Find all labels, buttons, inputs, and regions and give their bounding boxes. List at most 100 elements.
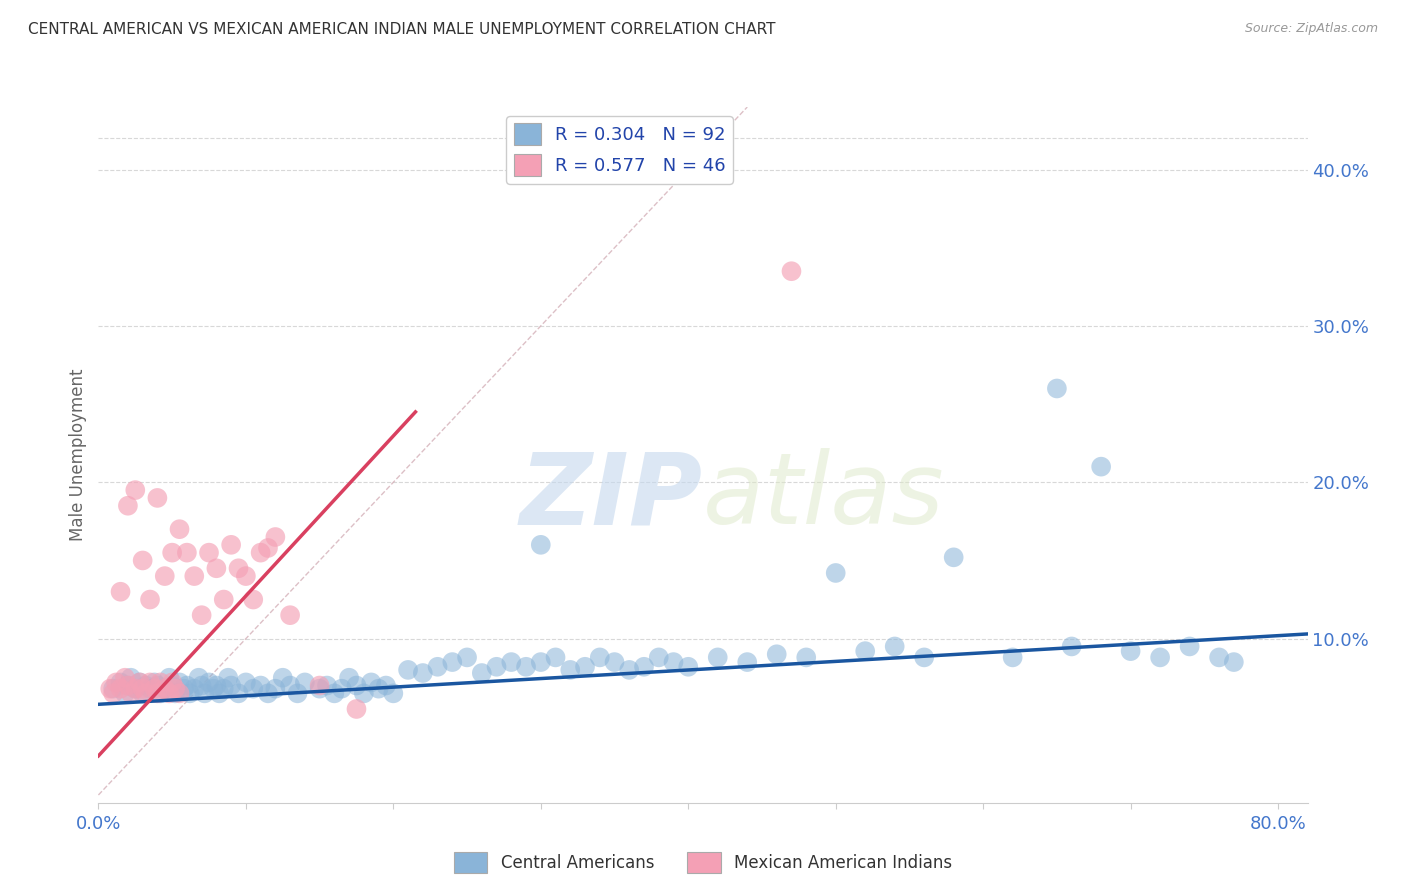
Point — [824, 566, 846, 580]
Point — [228, 686, 250, 700]
Point — [242, 681, 264, 696]
Point — [110, 681, 132, 696]
Point — [101, 686, 124, 700]
Y-axis label: Male Unemployment: Male Unemployment — [69, 368, 87, 541]
Point — [143, 681, 166, 696]
Point — [114, 686, 136, 700]
Point — [114, 671, 136, 685]
Point — [98, 681, 121, 696]
Point — [117, 679, 139, 693]
Point — [124, 681, 146, 696]
Point — [287, 686, 309, 700]
Point — [198, 546, 221, 560]
Point — [101, 681, 124, 696]
Point — [648, 650, 671, 665]
Point — [205, 679, 228, 693]
Point — [120, 671, 142, 685]
Point — [146, 679, 169, 693]
Point — [426, 660, 449, 674]
Point — [217, 671, 239, 685]
Text: ZIP: ZIP — [520, 448, 703, 545]
Point — [117, 499, 139, 513]
Point — [149, 675, 172, 690]
Point — [706, 650, 728, 665]
Point — [257, 686, 280, 700]
Point — [360, 675, 382, 690]
Point — [530, 655, 553, 669]
Point — [194, 686, 217, 700]
Point — [346, 679, 368, 693]
Point — [128, 675, 150, 690]
Point — [131, 553, 153, 567]
Text: Source: ZipAtlas.com: Source: ZipAtlas.com — [1244, 22, 1378, 36]
Point — [603, 655, 626, 669]
Point — [187, 671, 209, 685]
Point — [456, 650, 478, 665]
Text: atlas: atlas — [703, 448, 945, 545]
Point — [375, 679, 398, 693]
Point — [278, 679, 301, 693]
Point — [235, 569, 257, 583]
Point — [271, 671, 294, 685]
Legend: R = 0.304   N = 92, R = 0.577   N = 46: R = 0.304 N = 92, R = 0.577 N = 46 — [506, 116, 733, 184]
Point — [735, 655, 758, 669]
Point — [942, 550, 965, 565]
Point — [883, 640, 905, 654]
Point — [1208, 650, 1230, 665]
Point — [257, 541, 280, 555]
Point — [110, 584, 132, 599]
Point — [912, 650, 935, 665]
Point — [780, 264, 803, 278]
Point — [176, 546, 198, 560]
Point — [471, 666, 494, 681]
Point — [176, 679, 198, 693]
Point — [1090, 459, 1112, 474]
Point — [131, 686, 153, 700]
Point — [169, 686, 191, 700]
Point — [346, 702, 368, 716]
Point — [183, 569, 205, 583]
Point — [139, 681, 162, 696]
Point — [242, 592, 264, 607]
Point — [110, 675, 132, 690]
Point — [153, 681, 176, 696]
Point — [153, 569, 176, 583]
Point — [208, 686, 231, 700]
Point — [501, 655, 523, 669]
Point — [1046, 382, 1069, 396]
Point — [131, 681, 153, 696]
Point — [120, 686, 142, 700]
Point — [183, 681, 205, 696]
Point — [249, 546, 271, 560]
Point — [316, 679, 339, 693]
Point — [165, 686, 187, 700]
Point — [124, 483, 146, 497]
Point — [146, 491, 169, 505]
Point — [160, 675, 183, 690]
Point — [619, 663, 641, 677]
Text: CENTRAL AMERICAN VS MEXICAN AMERICAN INDIAN MALE UNEMPLOYMENT CORRELATION CHART: CENTRAL AMERICAN VS MEXICAN AMERICAN IND… — [28, 22, 776, 37]
Point — [169, 522, 191, 536]
Point — [153, 681, 176, 696]
Point — [308, 679, 330, 693]
Point — [212, 681, 235, 696]
Point — [205, 561, 228, 575]
Point — [160, 546, 183, 560]
Point — [330, 681, 353, 696]
Point — [139, 675, 162, 690]
Point — [294, 675, 316, 690]
Point — [219, 538, 242, 552]
Point — [515, 660, 537, 674]
Point — [853, 644, 876, 658]
Point — [105, 675, 128, 690]
Point — [441, 655, 464, 669]
Point — [633, 660, 655, 674]
Point — [662, 655, 685, 669]
Point — [574, 660, 596, 674]
Point — [323, 686, 346, 700]
Point — [794, 650, 817, 665]
Point — [173, 681, 195, 696]
Point — [485, 660, 508, 674]
Point — [135, 686, 157, 700]
Point — [117, 679, 139, 693]
